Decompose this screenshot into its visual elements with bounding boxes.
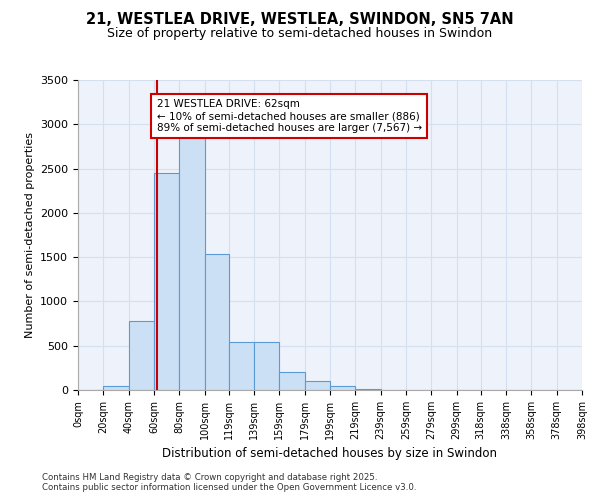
Bar	[330, 386, 355, 390]
Text: Contains HM Land Registry data © Crown copyright and database right 2025.
Contai: Contains HM Land Registry data © Crown c…	[42, 473, 416, 492]
Bar	[355, 389, 380, 390]
Bar	[305, 381, 330, 390]
Bar	[179, 133, 205, 390]
Bar	[103, 386, 128, 390]
Bar	[229, 342, 254, 390]
Bar	[128, 321, 154, 390]
Text: 21, WESTLEA DRIVE, WESTLEA, SWINDON, SN5 7AN: 21, WESTLEA DRIVE, WESTLEA, SWINDON, SN5…	[86, 12, 514, 28]
Y-axis label: Number of semi-detached properties: Number of semi-detached properties	[25, 132, 35, 338]
Text: 21 WESTLEA DRIVE: 62sqm
← 10% of semi-detached houses are smaller (886)
89% of s: 21 WESTLEA DRIVE: 62sqm ← 10% of semi-de…	[157, 100, 422, 132]
Bar	[280, 372, 305, 390]
Text: Size of property relative to semi-detached houses in Swindon: Size of property relative to semi-detach…	[107, 28, 493, 40]
X-axis label: Distribution of semi-detached houses by size in Swindon: Distribution of semi-detached houses by …	[163, 448, 497, 460]
Bar	[205, 254, 229, 390]
Bar	[254, 342, 280, 390]
Bar	[154, 173, 179, 390]
